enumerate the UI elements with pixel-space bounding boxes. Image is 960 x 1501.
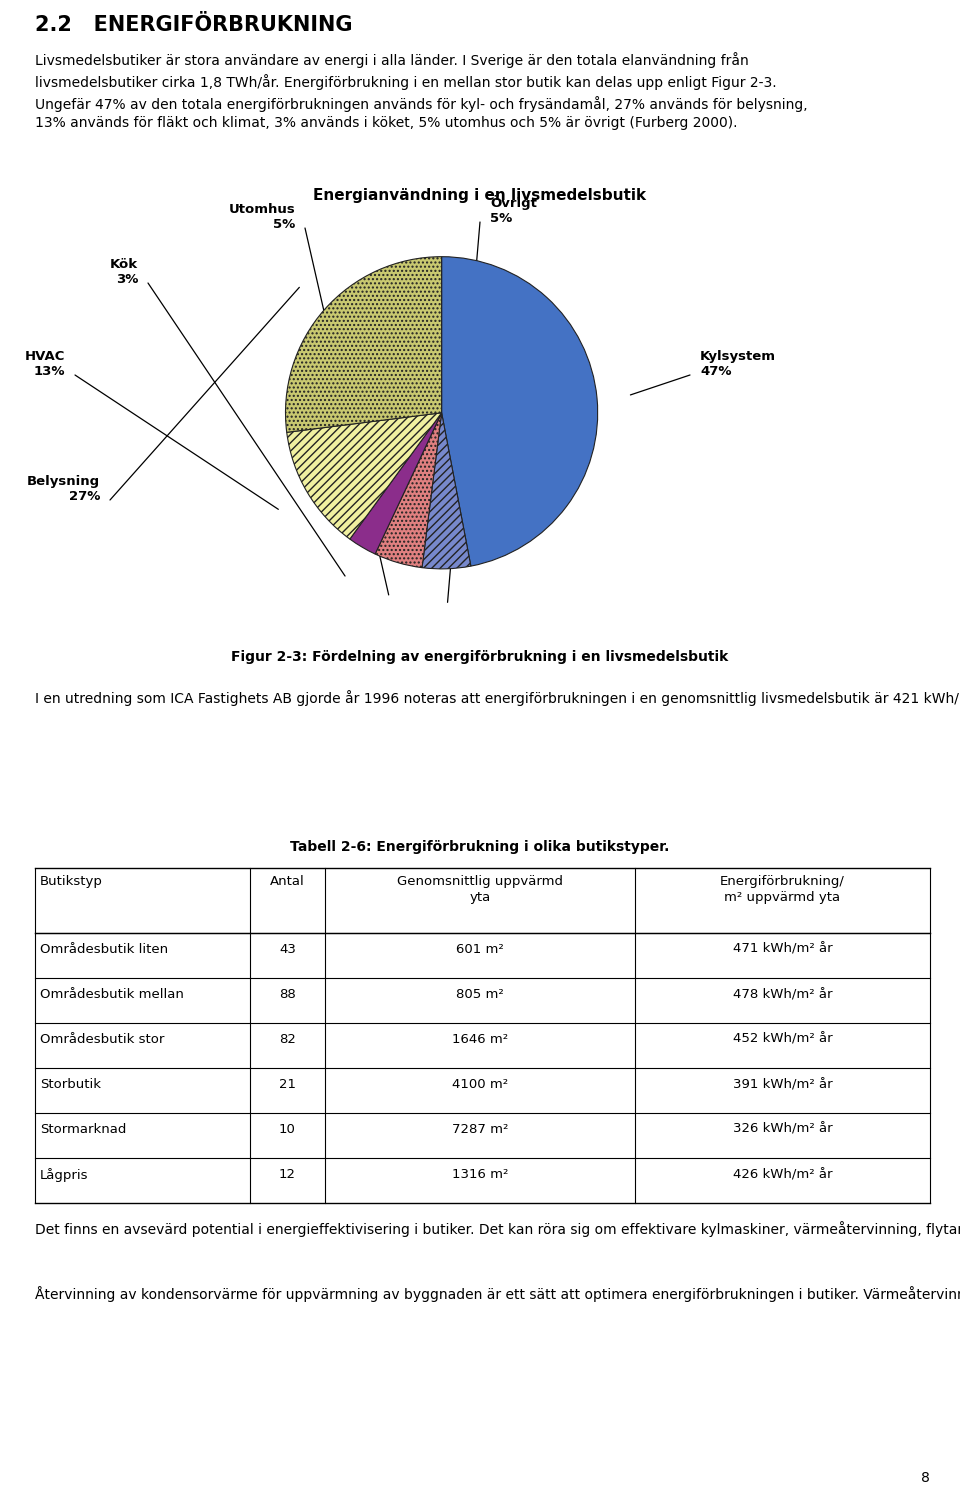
Text: 21: 21 xyxy=(279,1078,296,1091)
Wedge shape xyxy=(287,413,442,539)
Text: 452 kWh/m² år: 452 kWh/m² år xyxy=(732,1033,832,1046)
Wedge shape xyxy=(442,257,598,566)
Text: Energiförbrukning/
m² uppvärmd yta: Energiförbrukning/ m² uppvärmd yta xyxy=(720,875,845,904)
Text: Områdesbutik stor: Områdesbutik stor xyxy=(40,1033,164,1046)
Text: 1646 m²: 1646 m² xyxy=(452,1033,508,1046)
Text: 10: 10 xyxy=(279,1123,296,1136)
Text: 8: 8 xyxy=(922,1471,930,1484)
Text: 47%: 47% xyxy=(700,365,732,378)
Text: HVAC: HVAC xyxy=(25,350,65,363)
Text: Kylsystem: Kylsystem xyxy=(700,350,776,363)
Text: Storbutik: Storbutik xyxy=(40,1078,101,1091)
Text: Tabell 2-6: Energiförbrukning i olika butikstyper.: Tabell 2-6: Energiförbrukning i olika bu… xyxy=(290,841,670,854)
Text: Det finns en avsevärd potential i energieffektivisering i butiker. Det kan röra : Det finns en avsevärd potential i energi… xyxy=(35,1220,960,1237)
Text: 43: 43 xyxy=(279,943,296,956)
Text: Övrigt: Övrigt xyxy=(490,195,537,210)
Wedge shape xyxy=(375,413,442,567)
Text: 88: 88 xyxy=(279,988,296,1001)
Text: Stormarknad: Stormarknad xyxy=(40,1123,127,1136)
Text: 12: 12 xyxy=(279,1168,296,1181)
Text: 1316 m²: 1316 m² xyxy=(452,1168,508,1181)
Text: 7287 m²: 7287 m² xyxy=(452,1123,508,1136)
Text: Lågpris: Lågpris xyxy=(40,1168,88,1181)
Text: Butikstyp: Butikstyp xyxy=(40,875,103,889)
Text: Kök: Kök xyxy=(109,258,138,272)
Text: 391 kWh/m² år: 391 kWh/m² år xyxy=(732,1078,832,1091)
Text: 5%: 5% xyxy=(490,212,513,225)
Text: I en utredning som ICA Fastighets AB gjorde år 1996 noteras att energiförbruknin: I en utredning som ICA Fastighets AB gjo… xyxy=(35,690,960,705)
Text: Återvinning av kondensorvärme för uppvärmning av byggnaden är ett sätt att optim: Återvinning av kondensorvärme för uppvär… xyxy=(35,1286,960,1301)
Text: Figur 2-3: Fördelning av energiförbrukning i en livsmedelsbutik: Figur 2-3: Fördelning av energiförbrukni… xyxy=(231,650,729,663)
Text: Genomsnittlig uppvärmd
yta: Genomsnittlig uppvärmd yta xyxy=(397,875,563,904)
Text: 426 kWh/m² år: 426 kWh/m² år xyxy=(732,1168,832,1181)
Text: 5%: 5% xyxy=(273,218,295,231)
Text: Antal: Antal xyxy=(270,875,305,889)
Text: Livsmedelsbutiker är stora användare av energi i alla länder. I Sverige är den t: Livsmedelsbutiker är stora användare av … xyxy=(35,53,807,131)
Text: 82: 82 xyxy=(279,1033,296,1046)
Wedge shape xyxy=(422,413,470,569)
Text: 3%: 3% xyxy=(115,273,138,287)
Text: 471 kWh/m² år: 471 kWh/m² år xyxy=(732,943,832,956)
Text: Områdesbutik mellan: Områdesbutik mellan xyxy=(40,988,184,1001)
Text: Utomhus: Utomhus xyxy=(228,203,295,216)
Text: 4100 m²: 4100 m² xyxy=(452,1078,508,1091)
Text: Områdesbutik liten: Områdesbutik liten xyxy=(40,943,168,956)
Text: Energianvändning i en livsmedelsbutik: Energianvändning i en livsmedelsbutik xyxy=(313,188,647,203)
Text: Belysning: Belysning xyxy=(27,474,100,488)
Text: 27%: 27% xyxy=(68,489,100,503)
Wedge shape xyxy=(349,413,442,554)
Text: 2.2   ENERGIFÖRBRUKNING: 2.2 ENERGIFÖRBRUKNING xyxy=(35,15,352,35)
Text: 601 m²: 601 m² xyxy=(456,943,504,956)
Wedge shape xyxy=(285,257,442,432)
Text: 805 m²: 805 m² xyxy=(456,988,504,1001)
Text: 478 kWh/m² år: 478 kWh/m² år xyxy=(732,988,832,1001)
Text: 326 kWh/m² år: 326 kWh/m² år xyxy=(732,1123,832,1136)
Text: 13%: 13% xyxy=(34,365,65,378)
